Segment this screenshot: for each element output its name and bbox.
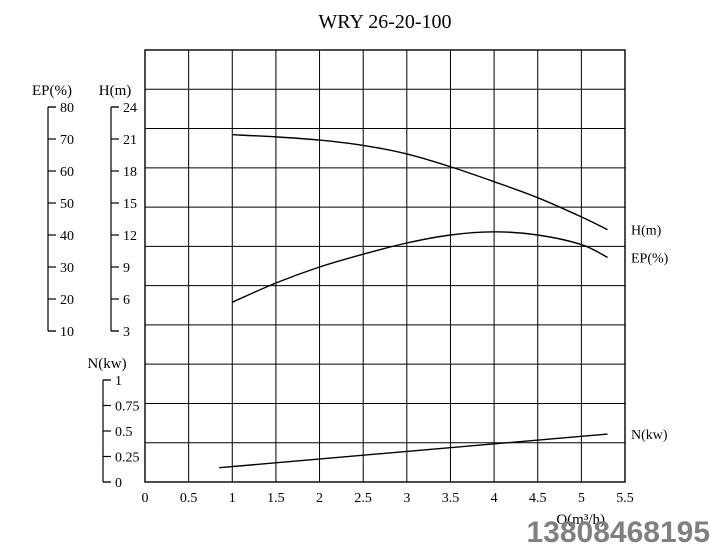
ep-tick-label: 30 — [60, 261, 74, 276]
h-tick-label: 18 — [123, 165, 137, 180]
ep-tick-label: 70 — [60, 133, 74, 148]
h-tick-label: 15 — [123, 197, 137, 212]
ep-axis-label: EP(%) — [32, 83, 72, 99]
x-tick-label: 0 — [142, 491, 149, 506]
ep-tick-label: 50 — [60, 197, 74, 212]
h-tick-label: 9 — [123, 261, 130, 276]
series-ep — [232, 232, 607, 302]
x-tick-label: 5 — [578, 491, 585, 506]
series-label-h: H(m) — [631, 224, 662, 239]
ep-tick-label: 60 — [60, 165, 74, 180]
h-tick-label: 24 — [123, 101, 137, 116]
x-tick-label: 1.5 — [267, 491, 285, 506]
h-axis-label: H(m) — [99, 83, 132, 99]
h-tick-label: 3 — [123, 325, 130, 340]
ep-tick-label: 40 — [60, 229, 74, 244]
n-tick-label: 0.25 — [115, 451, 140, 466]
h-tick-label: 21 — [123, 133, 137, 148]
x-tick-label: 4.5 — [529, 491, 547, 506]
series-h — [232, 135, 607, 230]
series-label-n: N(kw) — [631, 428, 668, 443]
n-tick-label: 0.75 — [115, 400, 140, 415]
h-tick-label: 6 — [123, 293, 130, 308]
x-tick-label: 2.5 — [354, 491, 372, 506]
series-n — [219, 434, 607, 468]
x-tick-label: 3.5 — [442, 491, 460, 506]
x-tick-label: 0.5 — [180, 491, 198, 506]
n-tick-label: 0.5 — [115, 425, 133, 440]
n-tick-label: 0 — [115, 476, 122, 491]
pump-curve-chart: 00.511.522.533.544.555.5Q(m³/h)EP(%)1020… — [0, 0, 710, 550]
n-tick-label: 1 — [115, 374, 122, 389]
x-tick-label: 2 — [316, 491, 323, 506]
ep-tick-label: 80 — [60, 101, 74, 116]
watermark-text: 13808468195 — [526, 516, 710, 549]
ep-tick-label: 10 — [60, 325, 74, 340]
x-tick-label: 5.5 — [616, 491, 634, 506]
ep-tick-label: 20 — [60, 293, 74, 308]
h-tick-label: 12 — [123, 229, 137, 244]
n-axis-label: N(kw) — [87, 356, 126, 372]
series-label-ep: EP(%) — [631, 251, 669, 266]
chart-title: WRY 26-20-100 — [318, 11, 451, 33]
x-tick-label: 4 — [491, 491, 498, 506]
x-tick-label: 3 — [403, 491, 410, 506]
x-tick-label: 1 — [229, 491, 236, 506]
